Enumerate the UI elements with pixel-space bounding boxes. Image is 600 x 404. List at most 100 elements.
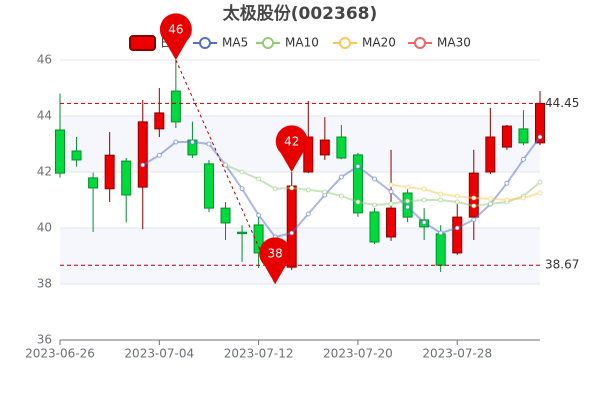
ma-point (471, 217, 477, 223)
legend-label: MA30 (437, 36, 471, 50)
mark-pin-label: 46 (168, 23, 183, 37)
ma-point (438, 191, 444, 197)
candle-body (121, 160, 132, 196)
candle-body (435, 233, 446, 266)
ma-point (454, 199, 460, 205)
candle-body (386, 207, 397, 238)
ma-point (223, 162, 229, 168)
ma-point (520, 156, 526, 162)
legend-label: MA20 (362, 36, 396, 50)
mark-pin-label: 42 (284, 135, 299, 149)
x-tick-label: 2023-07-28 (422, 347, 492, 361)
candle-body (237, 231, 248, 235)
candle-body (336, 136, 347, 159)
y-tick-label: 36 (37, 333, 52, 347)
ma-point (371, 202, 377, 208)
x-tick-label: 2023-07-12 (224, 347, 294, 361)
legend-icon (129, 35, 156, 51)
candle-body (485, 136, 496, 173)
ma-point (405, 184, 411, 190)
ma-point (421, 219, 427, 225)
candle-body (55, 129, 65, 174)
ma-point (239, 169, 245, 175)
legend-icon (199, 37, 211, 49)
ma-point (537, 190, 543, 196)
ma-point (206, 141, 212, 147)
ma-point (405, 198, 411, 204)
ma-point (239, 186, 245, 192)
legend-icon (414, 37, 426, 49)
ma-point (256, 212, 262, 218)
chart-title: 太极股份(002368) (223, 3, 378, 24)
candle-body (203, 163, 214, 209)
ma-line (225, 164, 541, 207)
ma-point (305, 211, 311, 217)
x-tick-label: 2023-07-20 (323, 347, 393, 361)
ma-point (537, 134, 543, 140)
ma-point (355, 199, 361, 205)
ma-point (454, 225, 460, 231)
candle-body (88, 177, 99, 189)
ma-point (305, 187, 311, 193)
mark-pin-label: 38 (268, 247, 283, 261)
candle-body (468, 172, 479, 218)
legend-label: MA5 (222, 36, 248, 50)
ma-point (272, 186, 278, 192)
ma-point (421, 197, 427, 203)
ma-point (471, 195, 477, 201)
candle-body (303, 136, 314, 173)
candle-body (352, 154, 363, 214)
ma-point (405, 204, 411, 210)
y-tick-label: 44 (37, 109, 52, 123)
y-tick-label: 42 (37, 165, 52, 179)
ma-point (520, 195, 526, 201)
mark-line-label: 44.45 (545, 96, 579, 110)
mark-pin (275, 125, 308, 172)
ma-point (189, 139, 195, 145)
ma-point (438, 197, 444, 203)
split-area (60, 228, 540, 284)
candle-body (253, 224, 264, 254)
y-tick-label: 40 (37, 221, 52, 235)
candle-body (501, 125, 512, 148)
candle-body (319, 139, 330, 156)
y-tick-label: 46 (37, 53, 52, 67)
candle-body (154, 112, 165, 130)
ma-point (537, 179, 543, 185)
mark-connector (175, 59, 276, 285)
ma-point (338, 193, 344, 199)
ma-line (390, 183, 541, 202)
ma-point (388, 182, 394, 188)
legend-icon (339, 37, 351, 49)
candle-body (452, 216, 463, 254)
mark-pin (259, 237, 292, 284)
ma-point (388, 189, 394, 195)
ma-point (471, 203, 477, 209)
ma-point (289, 230, 295, 236)
candle-body (369, 211, 380, 243)
candle-body (170, 90, 181, 123)
ma-point (487, 201, 493, 207)
ma-point (504, 180, 510, 186)
candle-body (137, 121, 148, 188)
ma-point (322, 189, 328, 195)
ma-point (487, 196, 493, 202)
ma-point (504, 197, 510, 203)
candle-body (71, 150, 82, 161)
ma-point (256, 176, 262, 182)
ma-point (156, 152, 162, 158)
ma-point (289, 185, 295, 191)
ma-point (454, 193, 460, 199)
ma-point (438, 230, 444, 236)
ma-point (338, 174, 344, 180)
ma-point (388, 201, 394, 207)
ma-point (173, 139, 179, 145)
mark-pin (159, 13, 192, 60)
legend-label: MA10 (285, 36, 319, 50)
candle-body (104, 154, 115, 190)
ma-point (140, 162, 146, 168)
ma-point (355, 163, 361, 169)
candle-body (220, 207, 231, 224)
mark-line-label: 38.67 (545, 258, 579, 272)
